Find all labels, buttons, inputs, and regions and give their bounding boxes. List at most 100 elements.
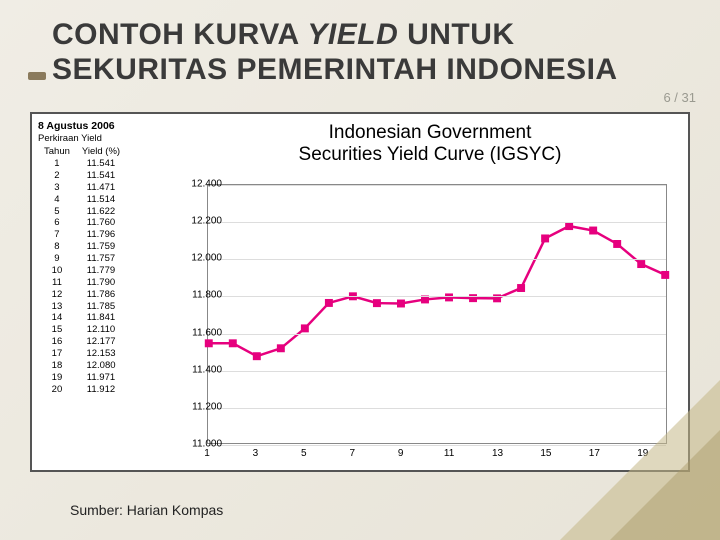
- plot-area: [207, 184, 667, 444]
- cell-tahun: 12: [38, 289, 76, 301]
- cell-tahun: 9: [38, 253, 76, 265]
- source-label: Sumber: Harian Kompas: [70, 502, 223, 518]
- cell-yield: 11.790: [76, 277, 126, 289]
- cell-yield: 11.796: [76, 229, 126, 241]
- cell-tahun: 20: [38, 384, 76, 396]
- cell-yield: 11.841: [76, 312, 126, 324]
- chart-title-1: Indonesian Government: [329, 122, 532, 143]
- table-row: 711.796: [38, 229, 126, 241]
- table-row: 1111.790: [38, 277, 126, 289]
- y-tick-label: 11.200: [172, 401, 222, 412]
- accent-bar: [28, 72, 46, 80]
- x-tick-label: 19: [637, 448, 648, 459]
- cell-tahun: 18: [38, 360, 76, 372]
- table-row: 1011.779: [38, 265, 126, 277]
- cell-tahun: 6: [38, 217, 76, 229]
- col-header-yield: Yield (%): [76, 146, 126, 158]
- y-tick-label: 11.800: [172, 290, 222, 301]
- title-text-italic: YIELD: [307, 18, 398, 51]
- cell-tahun: 16: [38, 336, 76, 348]
- table-row: 1512.110: [38, 324, 126, 336]
- table-row: 1411.841: [38, 312, 126, 324]
- cell-yield: 11.757: [76, 253, 126, 265]
- x-tick-label: 9: [398, 448, 404, 459]
- gridline: [208, 371, 666, 372]
- gridline: [208, 445, 666, 446]
- table-row: 1211.786: [38, 289, 126, 301]
- gridline: [208, 259, 666, 260]
- table-row: 211.541: [38, 170, 126, 182]
- gridline: [208, 296, 666, 297]
- x-tick-label: 15: [540, 448, 551, 459]
- page-current: 6: [663, 90, 670, 105]
- page-total: 31: [682, 90, 696, 105]
- cell-tahun: 14: [38, 312, 76, 324]
- title-text-3: SEKURITAS PEMERINTAH INDONESIA: [52, 53, 618, 86]
- cell-tahun: 17: [38, 348, 76, 360]
- cell-yield: 12.110: [76, 324, 126, 336]
- cell-yield: 11.786: [76, 289, 126, 301]
- table-row: 1712.153: [38, 348, 126, 360]
- y-tick-label: 11.000: [172, 439, 222, 450]
- y-tick-label: 11.400: [172, 364, 222, 375]
- x-tick-label: 17: [589, 448, 600, 459]
- gridline: [208, 185, 666, 186]
- page-counter: 6 / 31: [663, 90, 696, 105]
- yield-line-series: [208, 185, 666, 443]
- gridline: [208, 408, 666, 409]
- cell-tahun: 8: [38, 241, 76, 253]
- table-row: 2011.912: [38, 384, 126, 396]
- cell-yield: 11.912: [76, 384, 126, 396]
- x-tick-label: 3: [253, 448, 259, 459]
- cell-yield: 11.622: [76, 206, 126, 218]
- cell-tahun: 19: [38, 372, 76, 384]
- gridline: [208, 334, 666, 335]
- cell-tahun: 7: [38, 229, 76, 241]
- chart-frame: 8 Agustus 2006 Perkiraan Yield Tahun Yie…: [30, 112, 690, 472]
- cell-tahun: 13: [38, 301, 76, 313]
- table-row: 1311.785: [38, 301, 126, 313]
- gridline: [208, 222, 666, 223]
- table-row: 911.757: [38, 253, 126, 265]
- table-row: 1612.177: [38, 336, 126, 348]
- x-tick-label: 5: [301, 448, 307, 459]
- cell-yield: 11.514: [76, 194, 126, 206]
- table-row: 811.759: [38, 241, 126, 253]
- table-subtitle: Perkiraan Yield: [38, 133, 150, 144]
- table-date: 8 Agustus 2006: [38, 120, 150, 132]
- cell-tahun: 10: [38, 265, 76, 277]
- y-tick-label: 12.200: [172, 216, 222, 227]
- cell-yield: 11.785: [76, 301, 126, 313]
- cell-tahun: 1: [38, 158, 76, 170]
- cell-yield: 11.971: [76, 372, 126, 384]
- cell-yield: 12.177: [76, 336, 126, 348]
- x-tick-label: 1: [204, 448, 210, 459]
- cell-tahun: 5: [38, 206, 76, 218]
- cell-tahun: 11: [38, 277, 76, 289]
- cell-tahun: 3: [38, 182, 76, 194]
- table-row: 1812.080: [38, 360, 126, 372]
- yield-table: Tahun Yield (%) 111.541211.541311.471411…: [38, 146, 126, 396]
- title-text-1: CONTOH KURVA: [52, 18, 307, 51]
- y-tick-label: 11.600: [172, 327, 222, 338]
- table-row: 311.471: [38, 182, 126, 194]
- cell-yield: 12.153: [76, 348, 126, 360]
- y-tick-label: 12.000: [172, 253, 222, 264]
- table-row: 511.622: [38, 206, 126, 218]
- col-header-tahun: Tahun: [38, 146, 76, 158]
- cell-tahun: 4: [38, 194, 76, 206]
- cell-tahun: 2: [38, 170, 76, 182]
- cell-yield: 12.080: [76, 360, 126, 372]
- cell-yield: 11.779: [76, 265, 126, 277]
- table-row: 1911.971: [38, 372, 126, 384]
- x-tick-label: 13: [492, 448, 503, 459]
- table-row: 411.514: [38, 194, 126, 206]
- title-text-2: UNTUK: [398, 18, 514, 51]
- chart-title: Indonesian Government Securities Yield C…: [182, 122, 678, 166]
- data-table: 8 Agustus 2006 Perkiraan Yield Tahun Yie…: [38, 120, 150, 396]
- cell-tahun: 15: [38, 324, 76, 336]
- y-tick-label: 12.400: [172, 179, 222, 190]
- chart-title-2: Securities Yield Curve (IGSYC): [299, 144, 562, 165]
- slide-title: CONTOH KURVA YIELD UNTUK SEKURITAS PEMER…: [52, 18, 680, 87]
- cell-yield: 11.541: [76, 158, 126, 170]
